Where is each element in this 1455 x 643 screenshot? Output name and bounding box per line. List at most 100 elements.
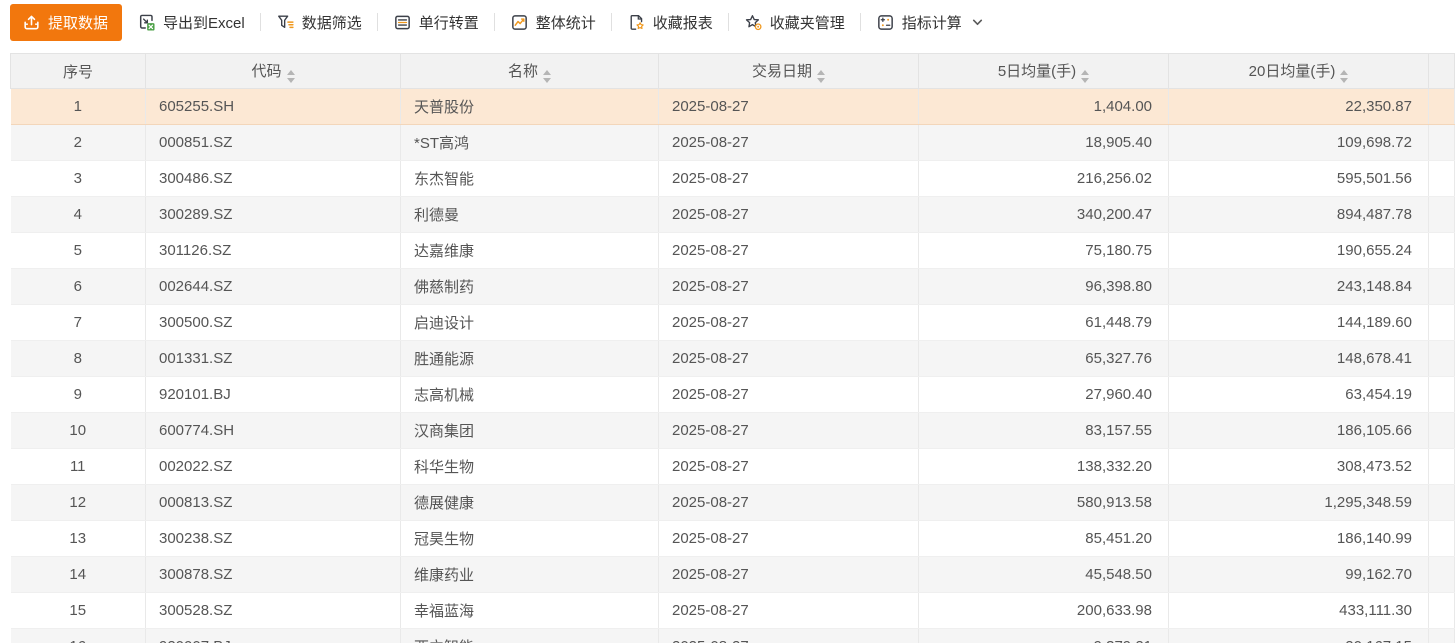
cell-index: 2 bbox=[10, 124, 146, 161]
cell-date: 2025-08-27 bbox=[658, 556, 919, 593]
sort-icon[interactable] bbox=[1340, 69, 1349, 83]
cell-filler bbox=[1428, 160, 1455, 197]
cell-avg20: 894,487.78 bbox=[1168, 196, 1429, 233]
table-row[interactable]: 11 002022.SZ 科华生物 2025-08-27 138,332.20 … bbox=[10, 448, 1455, 485]
data-table: 序号 代码 名称 交易日期 5日均量(手) 20日均量(手) bbox=[10, 53, 1455, 643]
table-row[interactable]: 3 300486.SZ 东杰智能 2025-08-27 216,256.02 5… bbox=[10, 160, 1455, 197]
toolbar-divider bbox=[493, 13, 495, 31]
cell-index: 8 bbox=[10, 340, 146, 377]
column-header-index[interactable]: 序号 bbox=[10, 53, 146, 89]
cell-filler bbox=[1428, 124, 1455, 161]
favorite-report-button[interactable]: 收藏报表 bbox=[612, 8, 728, 36]
favorites-manage-button[interactable]: 收藏夹管理 bbox=[729, 8, 860, 36]
sort-icon[interactable] bbox=[817, 69, 825, 83]
cell-avg20: 22,350.87 bbox=[1168, 88, 1429, 125]
cell-date: 2025-08-27 bbox=[658, 304, 919, 341]
cell-avg5: 65,327.76 bbox=[918, 340, 1169, 377]
table-row[interactable]: 15 300528.SZ 幸福蓝海 2025-08-27 200,633.98 … bbox=[10, 592, 1455, 629]
export-excel-button[interactable]: 导出到Excel bbox=[122, 8, 260, 36]
cell-name: *ST高鸿 bbox=[400, 124, 659, 161]
table-row[interactable]: 7 300500.SZ 启迪设计 2025-08-27 61,448.79 14… bbox=[10, 304, 1455, 341]
sort-icon[interactable] bbox=[543, 69, 551, 83]
cell-avg20: 595,501.56 bbox=[1168, 160, 1429, 197]
cell-avg5: 9,379.21 bbox=[918, 628, 1169, 643]
cell-code: 920101.BJ bbox=[145, 376, 401, 413]
cell-index: 4 bbox=[10, 196, 146, 233]
table-row[interactable]: 1 605255.SH 天普股份 2025-08-27 1,404.00 22,… bbox=[10, 88, 1455, 125]
cell-index: 5 bbox=[10, 232, 146, 269]
table-row[interactable]: 2 000851.SZ *ST高鸿 2025-08-27 18,905.40 1… bbox=[10, 124, 1455, 161]
cell-name: 佛慈制药 bbox=[400, 268, 659, 305]
table-row[interactable]: 5 301126.SZ 达嘉维康 2025-08-27 75,180.75 19… bbox=[10, 232, 1455, 269]
cell-code: 000851.SZ bbox=[145, 124, 401, 161]
cell-avg20: 144,189.60 bbox=[1168, 304, 1429, 341]
cell-filler bbox=[1428, 304, 1455, 341]
cell-name: 达嘉维康 bbox=[400, 232, 659, 269]
toolbar-divider bbox=[859, 13, 861, 31]
cell-avg5: 75,180.75 bbox=[918, 232, 1169, 269]
cell-name: 志高机械 bbox=[400, 376, 659, 413]
column-header-name[interactable]: 名称 bbox=[400, 53, 659, 89]
table-row[interactable]: 6 002644.SZ 佛慈制药 2025-08-27 96,398.80 24… bbox=[10, 268, 1455, 305]
column-header-avg5[interactable]: 5日均量(手) bbox=[918, 53, 1169, 89]
row-transpose-label: 单行转置 bbox=[418, 14, 479, 32]
column-header-trade-date[interactable]: 交易日期 bbox=[658, 53, 919, 89]
data-filter-label: 数据筛选 bbox=[301, 14, 362, 32]
indicator-calc-button[interactable]: 指标计算 bbox=[861, 8, 999, 36]
cell-code: 300500.SZ bbox=[145, 304, 401, 341]
row-transpose-button[interactable]: 单行转置 bbox=[378, 8, 494, 36]
cell-date: 2025-08-27 bbox=[658, 232, 919, 269]
row-transpose-icon bbox=[393, 13, 412, 32]
cell-filler bbox=[1428, 340, 1455, 377]
table-row[interactable]: 14 300878.SZ 维康药业 2025-08-27 45,548.50 9… bbox=[10, 556, 1455, 593]
extract-data-button[interactable]: 提取数据 bbox=[10, 3, 123, 41]
table-row[interactable]: 8 001331.SZ 胜通能源 2025-08-27 65,327.76 14… bbox=[10, 340, 1455, 377]
cell-filler bbox=[1428, 376, 1455, 413]
cell-filler bbox=[1428, 196, 1455, 233]
cell-code: 300528.SZ bbox=[145, 592, 401, 629]
cell-avg20: 1,295,348.59 bbox=[1168, 484, 1429, 521]
cell-name: 启迪设计 bbox=[400, 304, 659, 341]
cell-avg5: 45,548.50 bbox=[918, 556, 1169, 593]
sort-icon[interactable] bbox=[286, 69, 295, 83]
table-row[interactable]: 10 600774.SH 汉商集团 2025-08-27 83,157.55 1… bbox=[10, 412, 1455, 449]
cell-code: 605255.SH bbox=[145, 88, 401, 125]
cell-name: 胜通能源 bbox=[400, 340, 659, 377]
sort-icon[interactable] bbox=[1081, 69, 1090, 83]
column-header-code[interactable]: 代码 bbox=[145, 53, 401, 89]
cell-code: 920007.BJ bbox=[145, 628, 401, 643]
cell-code: 000813.SZ bbox=[145, 484, 401, 521]
cell-avg20: 63,454.19 bbox=[1168, 376, 1429, 413]
table-row[interactable]: 9 920101.BJ 志高机械 2025-08-27 27,960.40 63… bbox=[10, 376, 1455, 413]
cell-index: 1 bbox=[10, 88, 146, 125]
cell-index: 12 bbox=[10, 484, 146, 521]
cell-avg20: 109,698.72 bbox=[1168, 124, 1429, 161]
table-row[interactable]: 13 300238.SZ 冠昊生物 2025-08-27 85,451.20 1… bbox=[10, 520, 1455, 557]
cell-avg5: 18,905.40 bbox=[918, 124, 1169, 161]
column-header-avg20[interactable]: 20日均量(手) bbox=[1168, 53, 1429, 89]
data-filter-icon bbox=[276, 13, 295, 32]
cell-date: 2025-08-27 bbox=[658, 592, 919, 629]
cell-avg20: 20,167.15 bbox=[1168, 628, 1429, 643]
cell-date: 2025-08-27 bbox=[658, 520, 919, 557]
cell-avg20: 433,111.30 bbox=[1168, 592, 1429, 629]
overall-stats-button[interactable]: 整体统计 bbox=[495, 8, 611, 36]
cell-index: 15 bbox=[10, 592, 146, 629]
cell-date: 2025-08-27 bbox=[658, 196, 919, 233]
favorites-manage-label: 收藏夹管理 bbox=[769, 14, 845, 32]
cell-code: 300289.SZ bbox=[145, 196, 401, 233]
column-label: 名称 bbox=[507, 62, 538, 80]
overall-stats-label: 整体统计 bbox=[535, 14, 596, 32]
toolbar-divider bbox=[376, 13, 378, 31]
cell-avg5: 138,332.20 bbox=[918, 448, 1169, 485]
cell-filler bbox=[1428, 448, 1455, 485]
cell-filler bbox=[1428, 484, 1455, 521]
table-body: 1 605255.SH 天普股份 2025-08-27 1,404.00 22,… bbox=[10, 88, 1455, 643]
cell-date: 2025-08-27 bbox=[658, 628, 919, 643]
cell-avg5: 85,451.20 bbox=[918, 520, 1169, 557]
table-row[interactable]: 12 000813.SZ 德展健康 2025-08-27 580,913.58 … bbox=[10, 484, 1455, 521]
cell-date: 2025-08-27 bbox=[658, 88, 919, 125]
data-filter-button[interactable]: 数据筛选 bbox=[261, 8, 377, 36]
table-row[interactable]: 16 920007.BJ 西立智能 2025-08-27 9,379.21 20… bbox=[10, 628, 1455, 643]
table-row[interactable]: 4 300289.SZ 利德曼 2025-08-27 340,200.47 89… bbox=[10, 196, 1455, 233]
